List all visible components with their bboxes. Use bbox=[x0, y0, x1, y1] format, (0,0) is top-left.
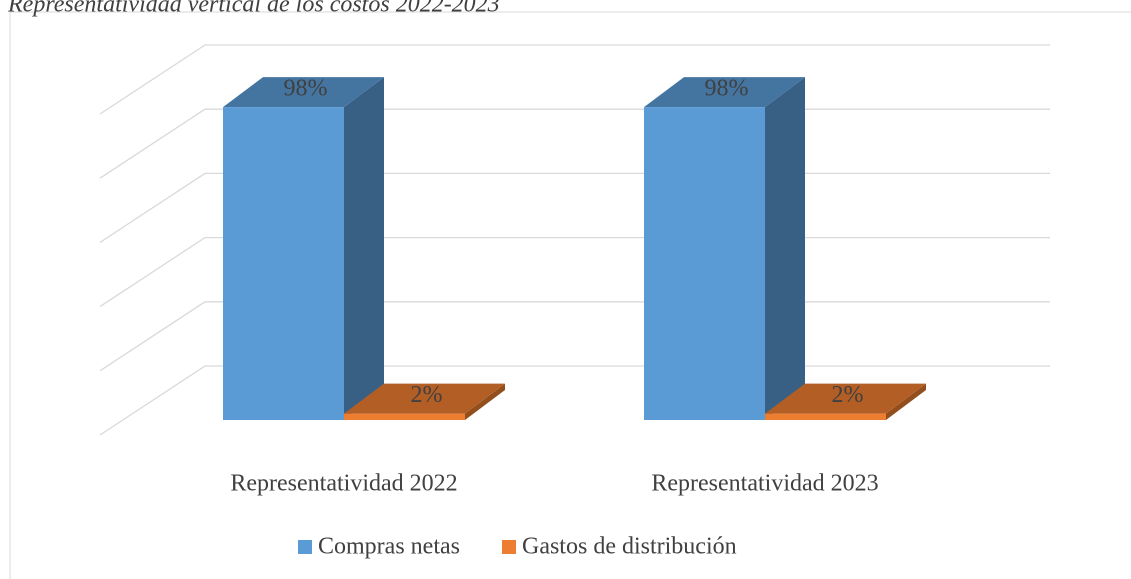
chart-frame bbox=[9, 11, 1131, 579]
bar-side bbox=[344, 77, 384, 421]
bar-top bbox=[765, 383, 926, 414]
bar-front bbox=[644, 107, 765, 421]
bar-top bbox=[344, 383, 505, 414]
bar-front bbox=[765, 413, 886, 420]
legend-swatch bbox=[501, 540, 516, 554]
x-tick-label: Representatividad 2022 bbox=[230, 471, 457, 497]
data-label: 98% bbox=[705, 76, 749, 102]
bar-side bbox=[765, 77, 805, 421]
data-label: 2% bbox=[832, 382, 864, 408]
bar-top bbox=[644, 77, 805, 108]
bar-side bbox=[886, 383, 926, 420]
bar-front bbox=[344, 413, 465, 420]
bar-front bbox=[223, 107, 344, 421]
legend-swatch bbox=[298, 540, 312, 554]
chart-title: Representatividad vertical de los costos… bbox=[7, 0, 500, 18]
data-label: 2% bbox=[411, 382, 443, 408]
bar-top bbox=[223, 77, 384, 108]
grid-line bbox=[99, 44, 1050, 115]
bar bbox=[644, 77, 805, 421]
x-tick-label: Representatividad 2023 bbox=[651, 471, 878, 497]
bar bbox=[223, 77, 384, 421]
bar bbox=[765, 383, 926, 420]
legend-label: Gastos de distribución bbox=[522, 534, 737, 560]
data-label: 98% bbox=[284, 76, 328, 102]
bar bbox=[344, 383, 505, 420]
bar-side bbox=[465, 383, 505, 420]
legend-label: Compras netas bbox=[318, 534, 460, 560]
